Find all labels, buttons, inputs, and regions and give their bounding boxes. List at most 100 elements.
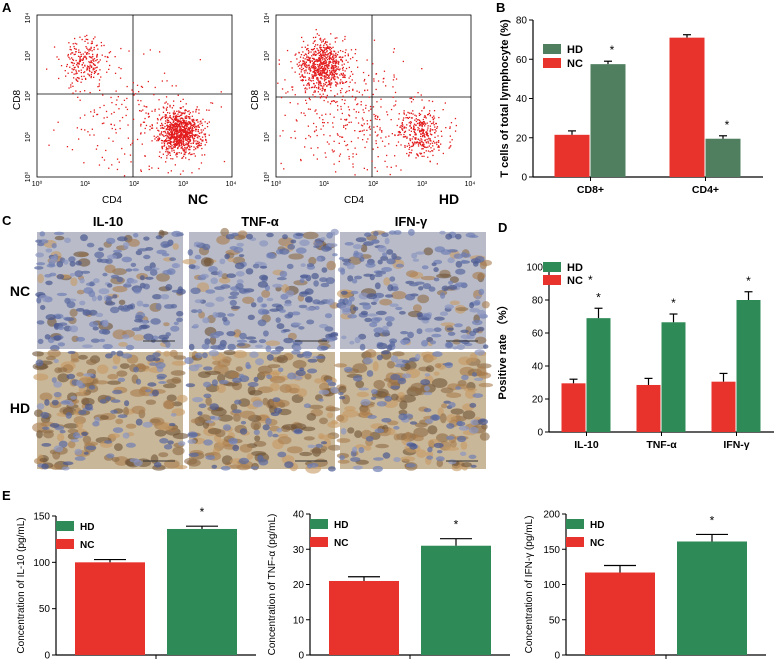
- flow-event: [341, 136, 344, 138]
- ihc-nucleus: [45, 280, 53, 286]
- flow-event: [427, 113, 429, 116]
- ihc-nucleus: [74, 448, 83, 455]
- flow-event: [341, 112, 343, 115]
- ihc-nucleus: [295, 369, 306, 377]
- flow-event: [369, 119, 372, 122]
- ihc-nucleus: [254, 344, 264, 348]
- flow-event: [332, 151, 334, 153]
- flow-event: [197, 140, 199, 143]
- ihc-col-label: TNF-α: [241, 214, 279, 229]
- flow-event: [322, 86, 324, 88]
- ihc-nucleus: [211, 464, 218, 469]
- flow-event: [415, 115, 417, 117]
- flow-event: [185, 103, 187, 105]
- flow-event: [401, 123, 403, 125]
- flow-event: [177, 123, 179, 126]
- ihc-nucleus: [369, 322, 378, 328]
- y-tick-label: 200: [543, 510, 560, 521]
- ihc-stain: [364, 348, 377, 358]
- ihc-nucleus: [92, 326, 99, 331]
- ihc-nucleus: [405, 463, 416, 468]
- ihc-stain: [107, 373, 119, 380]
- flow-event: [182, 106, 184, 108]
- flow-event: [335, 60, 337, 62]
- flow-event: [400, 126, 402, 128]
- ihc-stain: [163, 399, 175, 410]
- flow-event: [172, 136, 175, 139]
- flow-event: [409, 139, 411, 141]
- ihc-nucleus: [122, 432, 130, 439]
- flow-event: [182, 138, 184, 140]
- flow-event: [310, 66, 313, 68]
- flow-event: [422, 129, 424, 132]
- flow-event: [318, 81, 320, 83]
- flow-event: [405, 117, 407, 119]
- ihc-stain: [446, 392, 462, 399]
- flow-event: [324, 59, 326, 61]
- flow-event: [342, 82, 344, 84]
- flow-event: [185, 133, 188, 135]
- flow-event: [173, 133, 175, 135]
- flow-event: [174, 118, 176, 120]
- ihc-nucleus: [369, 273, 375, 281]
- flow-event: [400, 125, 402, 127]
- flow-event: [93, 60, 95, 62]
- flow-event: [186, 115, 188, 117]
- flow-event: [319, 38, 321, 40]
- flow-event: [312, 48, 314, 50]
- flow-event: [329, 86, 332, 88]
- ihc-panel: IL-10 TNF-α IFN-γ NC HD: [10, 214, 493, 474]
- ihc-stain: [288, 253, 304, 260]
- flow-event: [420, 130, 422, 132]
- flow-event: [89, 70, 91, 73]
- flow-event: [398, 132, 400, 134]
- flow-event: [373, 113, 375, 116]
- ihc-nucleus: [359, 343, 366, 351]
- flow-event: [331, 65, 333, 68]
- flow-event: [282, 130, 284, 132]
- flow-event: [133, 94, 135, 96]
- flow-event: [70, 53, 72, 55]
- ihc-nucleus: [137, 248, 149, 252]
- flow-event: [182, 123, 184, 125]
- flow-event: [317, 53, 319, 55]
- flow-event: [180, 114, 183, 116]
- flow-event: [414, 129, 416, 131]
- ihc-nucleus: [405, 280, 415, 285]
- flow-event: [179, 140, 182, 142]
- flow-event: [419, 152, 421, 154]
- ytick: 10²: [264, 90, 271, 101]
- ihc-nucleus: [463, 253, 471, 258]
- flow-event: [169, 134, 171, 136]
- flow-event: [179, 129, 181, 131]
- ihc-stain: [163, 383, 177, 389]
- ihc-nucleus: [74, 270, 83, 278]
- flow-event: [94, 64, 96, 66]
- flow-event: [343, 102, 346, 105]
- flow-event: [193, 141, 195, 143]
- flow-event: [323, 99, 325, 102]
- flow-event: [334, 95, 336, 97]
- flow-event: [326, 65, 328, 67]
- flow-event: [162, 124, 164, 126]
- flow-event: [328, 46, 330, 48]
- ihc-nucleus: [424, 373, 431, 377]
- flow-event: [173, 136, 176, 139]
- flow-event: [279, 135, 281, 137]
- flow-event: [386, 154, 388, 157]
- ihc-nucleus: [143, 283, 150, 290]
- flow-event: [363, 123, 365, 125]
- flow-event: [326, 66, 328, 68]
- flow-event: [330, 33, 332, 35]
- ihc-nucleus: [147, 382, 157, 387]
- flow-event: [182, 142, 184, 144]
- flow-event: [91, 57, 93, 59]
- flow-event: [393, 48, 395, 50]
- flow-event: [53, 46, 56, 48]
- flow-event: [372, 148, 374, 150]
- flow-event: [142, 109, 144, 111]
- y-tick-label: 60: [532, 329, 544, 340]
- ihc-nucleus: [421, 340, 429, 347]
- flow-event: [140, 169, 142, 171]
- flow-event: [156, 118, 159, 120]
